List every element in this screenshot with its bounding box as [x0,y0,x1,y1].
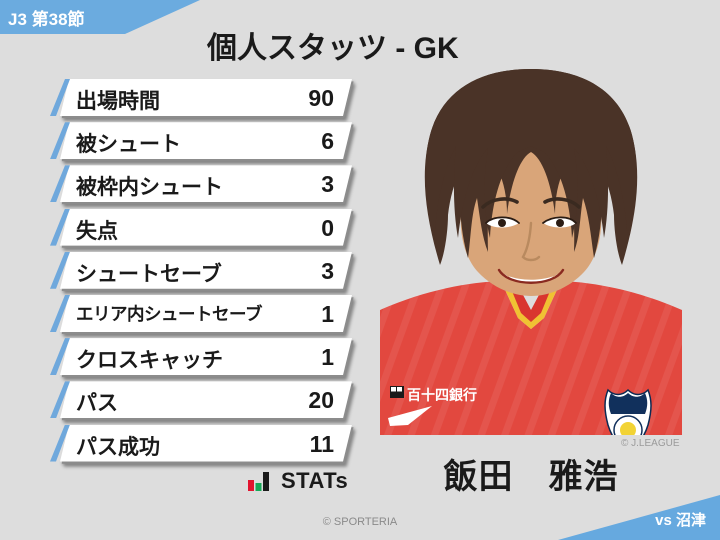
svg-text:百十四銀行: 百十四銀行 [407,387,477,403]
